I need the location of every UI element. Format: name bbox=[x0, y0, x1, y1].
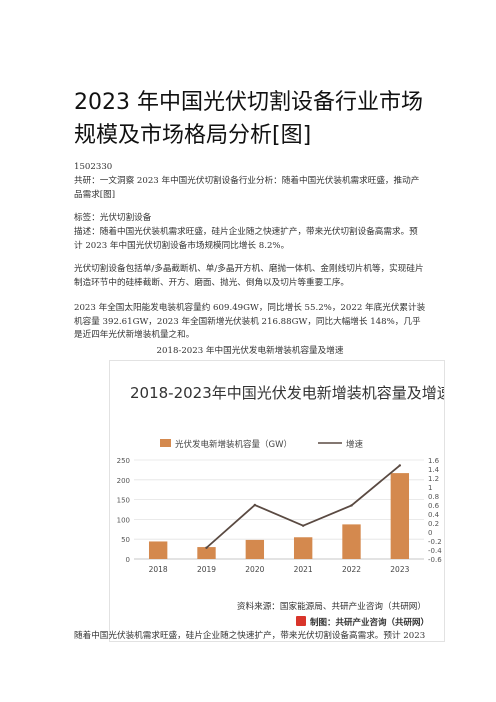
page-title: 2023 年中国光伏切割设备行业市场规模及市场格局分析[图] bbox=[74, 90, 423, 148]
y-right-tick-label: 0.6 bbox=[428, 502, 440, 510]
legend-label-line: 增速 bbox=[346, 439, 364, 450]
x-tick-label: 2018 bbox=[149, 565, 168, 574]
growth-point-2021 bbox=[301, 524, 305, 527]
y-right-tick-label: 0.2 bbox=[428, 520, 439, 528]
growth-point-2022 bbox=[350, 504, 353, 507]
y-right-tick-label: 0.4 bbox=[428, 511, 440, 519]
chart-figure: 2018-2023年中国光伏发电新增装机容量及增速光伏发电新增装机容量（GW） 增… bbox=[109, 360, 445, 642]
y-right-tick-label: -0.6 bbox=[428, 556, 442, 564]
description-paragraph: 描述：随着中国光伏装机需求旺盛，硅片企业随之快速扩产，带来光伏切割设备高需求。预… bbox=[74, 227, 418, 251]
y-left-tick-label: 150 bbox=[117, 497, 130, 505]
y-right-tick-label: 1.2 bbox=[428, 475, 439, 483]
y-left-tick-label: 50 bbox=[121, 536, 130, 544]
document-id: 1502330 bbox=[74, 162, 113, 172]
chart-credit: 制图：共研产业咨询（共研网） bbox=[310, 617, 429, 628]
bar-2020 bbox=[245, 539, 265, 559]
x-tick-label: 2022 bbox=[342, 565, 361, 574]
y-right-tick-label: -0.4 bbox=[428, 547, 442, 555]
body-paragraph-1: 光伏切割设备包括单/多晶截断机、单/多晶开方机、磨抛一体机、金刚线切片机等，实现… bbox=[74, 264, 424, 288]
growth-line bbox=[205, 464, 401, 549]
legend-label-bar: 光伏发电新增装机容量（GW） bbox=[175, 439, 292, 450]
body-paragraph-3: 随着中国光伏装机需求旺盛，硅片企业随之快速扩产，带来光伏切割设备高需求。预计 2… bbox=[74, 631, 426, 641]
y-left-tick-label: 200 bbox=[117, 477, 130, 485]
x-tick-label: 2023 bbox=[390, 565, 409, 574]
bar-2022 bbox=[342, 524, 361, 559]
y-right-tick-label: 1 bbox=[428, 484, 432, 492]
source-note: 资料来源：国家能源局、共研产业咨询（共研网） bbox=[236, 602, 426, 612]
body-paragraph-2: 2023 年全国太阳能发电装机容量约 609.49GW，同比增长 55.2%，2… bbox=[74, 303, 426, 340]
x-tick-label: 2020 bbox=[245, 565, 264, 574]
y-left-tick-label: 250 bbox=[117, 457, 130, 465]
y-right-tick-label: -0.2 bbox=[428, 538, 442, 546]
y-left-tick-label: 100 bbox=[117, 516, 130, 524]
y-right-tick-label: 0 bbox=[428, 529, 432, 537]
chart-title: 2018-2023年中国光伏发电新增装机容量及增速 bbox=[130, 384, 444, 402]
bar-2023 bbox=[390, 473, 410, 559]
y-right-tick-label: 0.8 bbox=[428, 493, 439, 501]
y-left-tick-label: 0 bbox=[126, 556, 130, 564]
x-tick-label: 2019 bbox=[197, 565, 216, 574]
tags-line: 标签：光伏切割设备 bbox=[74, 213, 152, 223]
credit-logo-icon bbox=[296, 616, 306, 626]
bar-2019 bbox=[197, 547, 216, 559]
bar-2018 bbox=[148, 541, 168, 559]
x-tick-label: 2021 bbox=[294, 565, 313, 574]
figure-caption: 2018-2023 年中国光伏发电新增装机容量及增速 bbox=[156, 346, 344, 356]
y-right-tick-label: 1.4 bbox=[428, 466, 440, 474]
growth-point-2023 bbox=[398, 464, 402, 467]
growth-point-2020 bbox=[253, 503, 257, 507]
legend-swatch-bar bbox=[160, 439, 171, 447]
intro-paragraph: 共研：一文洞察 2023 年中国光伏切割设备行业分析：随着中国光伏装机需求旺盛，… bbox=[74, 176, 420, 200]
bar-2021 bbox=[293, 537, 313, 559]
growth-point-2019 bbox=[205, 546, 208, 549]
y-right-tick-label: 1.6 bbox=[428, 457, 440, 465]
